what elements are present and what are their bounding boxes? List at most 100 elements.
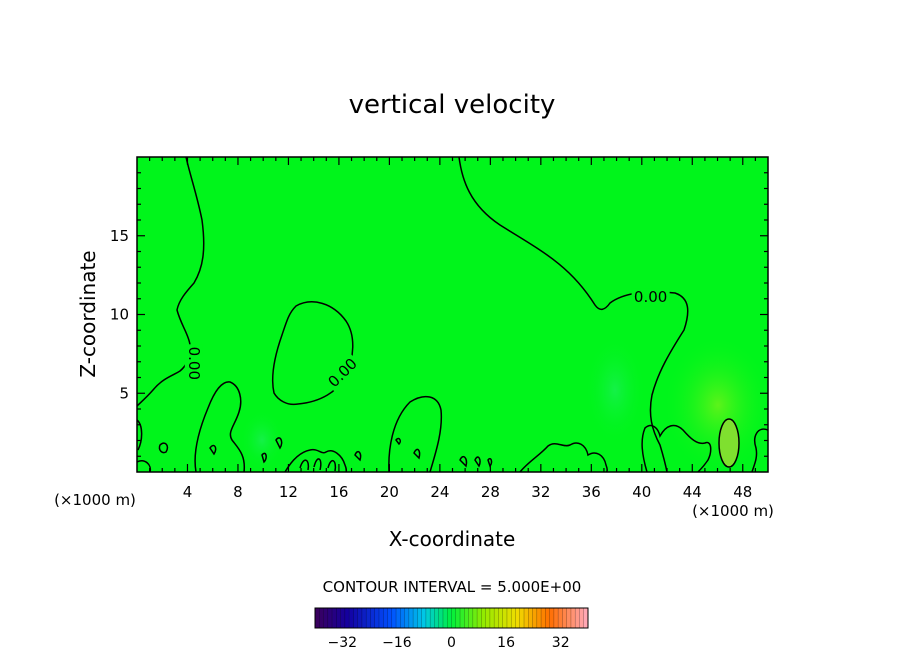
colorbar-swatch — [472, 608, 478, 628]
x-tick-label: 16 — [329, 483, 348, 501]
warm-region — [663, 335, 768, 472]
y-tick-label: 10 — [110, 306, 129, 324]
colorbar-swatch — [366, 608, 371, 628]
colorbar-swatch — [327, 608, 333, 628]
y-axis-title: Z-coordinate — [76, 250, 100, 377]
contour-line — [751, 428, 768, 472]
colorbar-swatch — [396, 608, 401, 628]
colorbar-tick-label: 32 — [552, 635, 570, 651]
colorbar-swatch — [468, 608, 474, 628]
colorbar-swatch — [425, 608, 431, 628]
colorbar-swatch — [579, 608, 585, 628]
contour-line — [158, 442, 169, 454]
colorbar-swatch — [553, 608, 559, 628]
contour-line — [209, 437, 283, 464]
colorbar-swatch — [374, 608, 380, 628]
y-tick-label: 5 — [119, 384, 129, 402]
x-unit-label-right: (×1000 m) — [692, 502, 774, 520]
x-tick-label: 4 — [183, 483, 193, 501]
colorbar-swatch — [408, 608, 414, 628]
x-tick-label: 12 — [279, 483, 298, 501]
colorbar-labels: −32 −16 0 16 32 — [328, 635, 570, 651]
x-tick-label: 24 — [430, 483, 449, 501]
colorbar-swatch — [447, 608, 452, 628]
colorbar-swatch — [562, 608, 567, 628]
x-tick-label: 28 — [481, 483, 500, 501]
colorbar-swatch — [575, 608, 580, 628]
colorbar-swatch — [361, 608, 367, 628]
colorbar-swatch — [464, 608, 469, 628]
colorbar-swatch — [378, 608, 384, 628]
colorbar-swatch — [477, 608, 482, 628]
colorbar-swatch — [498, 608, 503, 628]
colorbar-swatch — [404, 608, 410, 628]
colorbar-swatch — [430, 608, 435, 628]
colorbar-swatch — [558, 608, 563, 628]
contour-line — [519, 442, 608, 472]
colorbar-swatch — [344, 608, 350, 628]
colorbar-swatch — [434, 608, 440, 628]
contour-interval-label: CONTOUR INTERVAL = 5.000E+00 — [323, 578, 582, 596]
colorbar-swatch — [515, 608, 521, 628]
x-tick-label: 20 — [380, 483, 399, 501]
x-tick-label: 8 — [233, 483, 243, 501]
colorbar-swatch — [323, 608, 329, 628]
colorbar-swatch — [541, 608, 546, 628]
contour-label-text: 0.00 — [634, 288, 667, 306]
colorbar-swatch — [353, 608, 358, 628]
colorbar-swatch — [319, 608, 324, 628]
colorbar-tick-label: 0 — [447, 635, 456, 651]
contour-line — [641, 424, 712, 472]
colorbar-swatch — [455, 608, 461, 628]
colorbar-swatch — [460, 608, 465, 628]
colorbar-swatch — [442, 608, 448, 628]
velocity-field — [137, 157, 768, 472]
colorbar-swatch — [336, 608, 341, 628]
y-tick-label: 15 — [110, 227, 129, 245]
plot-area: 0.00 0.000.00 — [136, 156, 769, 473]
colorbar-swatch — [400, 608, 405, 628]
contour-line — [271, 301, 354, 406]
colorbar-swatch — [583, 608, 589, 628]
colorbar-swatch — [417, 608, 422, 628]
colorbar-swatch — [570, 608, 576, 628]
colorbar-swatch — [340, 608, 346, 628]
colorbar-swatch — [451, 608, 457, 628]
colorbar-swatch — [383, 608, 388, 628]
colorbar-swatch — [315, 608, 320, 628]
x-tick-label: 36 — [582, 483, 601, 501]
contour-label-bg — [184, 344, 203, 383]
contour-line — [137, 460, 152, 472]
contour-line — [137, 419, 143, 451]
colorbar-swatch — [332, 608, 337, 628]
contour-line — [718, 418, 740, 468]
colorbar-swatch — [494, 608, 499, 628]
colorbar-swatch — [357, 608, 363, 628]
cool-region — [585, 335, 645, 445]
colorbar-swatch — [413, 608, 418, 628]
y-tick-labels: 5 10 15 — [110, 227, 129, 403]
colorbar-swatch — [387, 608, 393, 628]
colorbar-swatch — [528, 608, 533, 628]
colorbar-swatch — [481, 608, 486, 628]
x-unit-label-left: (×1000 m) — [54, 491, 136, 509]
x-tick-label: 48 — [733, 483, 752, 501]
colorbar-swatch — [532, 608, 538, 628]
colorbar-swatch — [485, 608, 491, 628]
x-tick-label: 40 — [632, 483, 651, 501]
colorbar-swatch — [549, 608, 555, 628]
contour-label: 0.00 — [631, 288, 670, 307]
colorbar-swatch — [524, 608, 529, 628]
contour-line — [284, 448, 347, 472]
cool-region — [240, 410, 284, 470]
x-axis-title: X-coordinate — [389, 527, 516, 551]
colorbar-tick-label: −16 — [382, 635, 412, 651]
contour-label-text: 0.00 — [185, 347, 203, 380]
colorbar-swatch — [545, 608, 550, 628]
colorbar-swatch — [502, 608, 508, 628]
colorbar-swatch — [421, 608, 427, 628]
contour-line — [354, 437, 421, 462]
x-tick-label: 44 — [683, 483, 702, 501]
axis-ticks — [137, 157, 768, 472]
